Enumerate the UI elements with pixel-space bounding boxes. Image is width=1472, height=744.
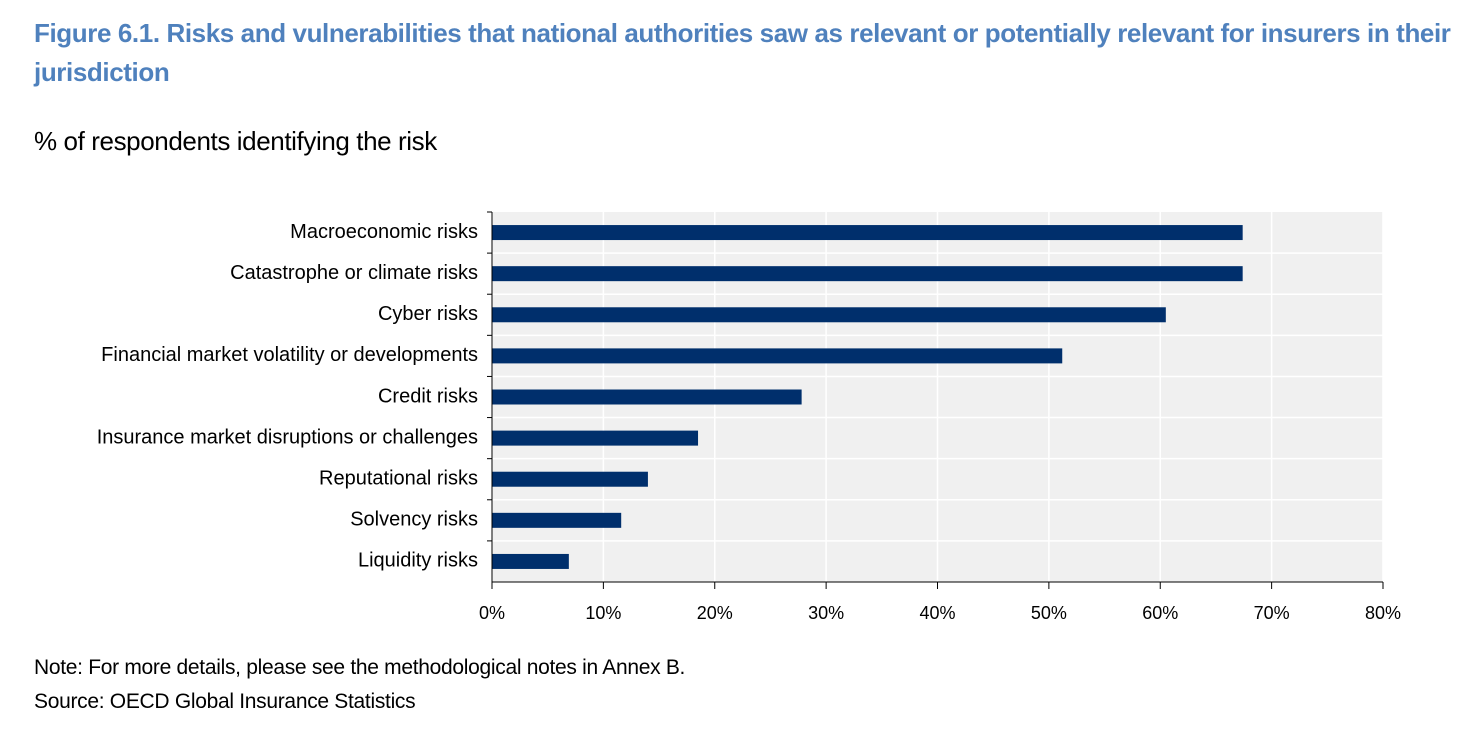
bar (492, 389, 802, 405)
y-tick-label: Liquidity risks (358, 550, 478, 572)
x-tick-label: 20% (697, 603, 733, 623)
x-tick-label: 60% (1142, 603, 1178, 623)
x-tick-label: 40% (919, 603, 955, 623)
bar (492, 225, 1243, 241)
y-tick-label: Financial market volatility or developme… (101, 344, 478, 366)
y-tick-label: Cyber risks (378, 303, 478, 325)
bar (492, 266, 1243, 282)
bar (492, 348, 1063, 364)
x-tick-label: 70% (1254, 603, 1290, 623)
x-tick-label: 50% (1031, 603, 1067, 623)
x-tick-label: 10% (585, 603, 621, 623)
y-tick-label: Solvency risks (350, 509, 478, 531)
y-tick-label: Insurance market disruptions or challeng… (97, 426, 478, 448)
bar (492, 512, 622, 528)
bar (492, 307, 1166, 323)
x-tick-label: 0% (479, 603, 505, 623)
y-tick-label: Macroeconomic risks (290, 221, 478, 243)
chart-subtitle: % of respondents identifying the risk (34, 126, 437, 156)
bar (492, 430, 699, 446)
y-tick-label: Reputational risks (319, 468, 478, 490)
note: Note: For more details, please see the m… (34, 656, 686, 679)
chart-title: Figure 6.1. Risks and vulnerabilities th… (34, 18, 1451, 87)
y-tick-label: Catastrophe or climate risks (230, 262, 478, 284)
y-tick-label: Credit risks (378, 385, 478, 407)
bar (492, 471, 648, 487)
x-tick-label: 80% (1365, 603, 1401, 623)
bar (492, 553, 569, 569)
source: Source: OECD Global Insurance Statistics (34, 690, 416, 713)
x-tick-label: 30% (808, 603, 844, 623)
